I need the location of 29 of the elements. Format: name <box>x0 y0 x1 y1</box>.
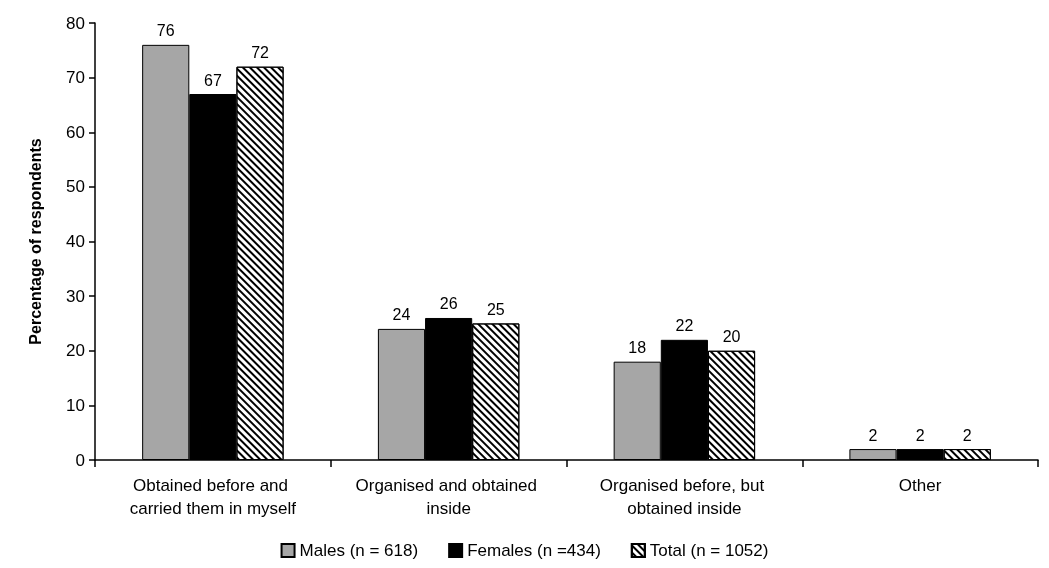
y-tick-label: 20 <box>66 341 85 361</box>
data-label: 26 <box>439 295 458 313</box>
data-label: 20 <box>722 328 741 346</box>
data-label: 18 <box>628 339 647 357</box>
x-tick-label: Other <box>898 476 942 495</box>
data-label: 24 <box>392 306 411 324</box>
x-tick-label: Organised before, but obtained inside <box>599 476 769 518</box>
y-axis-title: Percentage of respondents <box>26 138 44 345</box>
data-label: 76 <box>156 22 175 40</box>
data-label: 25 <box>486 300 505 318</box>
legend-label: Females (n =434) <box>467 541 601 560</box>
data-label: 67 <box>203 71 222 89</box>
y-tick-label: 30 <box>66 286 85 306</box>
x-tick-label: Organised and obtained inside <box>355 476 542 518</box>
x-tick-label: Obtained before and carried them in myself <box>129 476 297 518</box>
data-label: 22 <box>675 317 694 335</box>
data-label: 2 <box>915 426 925 444</box>
data-label: 2 <box>962 426 972 444</box>
legend-label: Males (n = 618) <box>299 541 419 560</box>
y-tick-label: 0 <box>75 450 85 470</box>
y-tick-label: 50 <box>66 177 85 197</box>
y-tick-label: 10 <box>66 395 85 415</box>
y-tick-label: 80 <box>66 13 85 33</box>
data-label: 72 <box>251 44 270 62</box>
legend-label: Total (n = 1052) <box>649 541 769 560</box>
y-tick-label: 60 <box>66 122 85 142</box>
y-tick-label: 40 <box>66 232 85 251</box>
y-tick-label: 70 <box>66 68 85 88</box>
data-label: 2 <box>868 426 878 444</box>
